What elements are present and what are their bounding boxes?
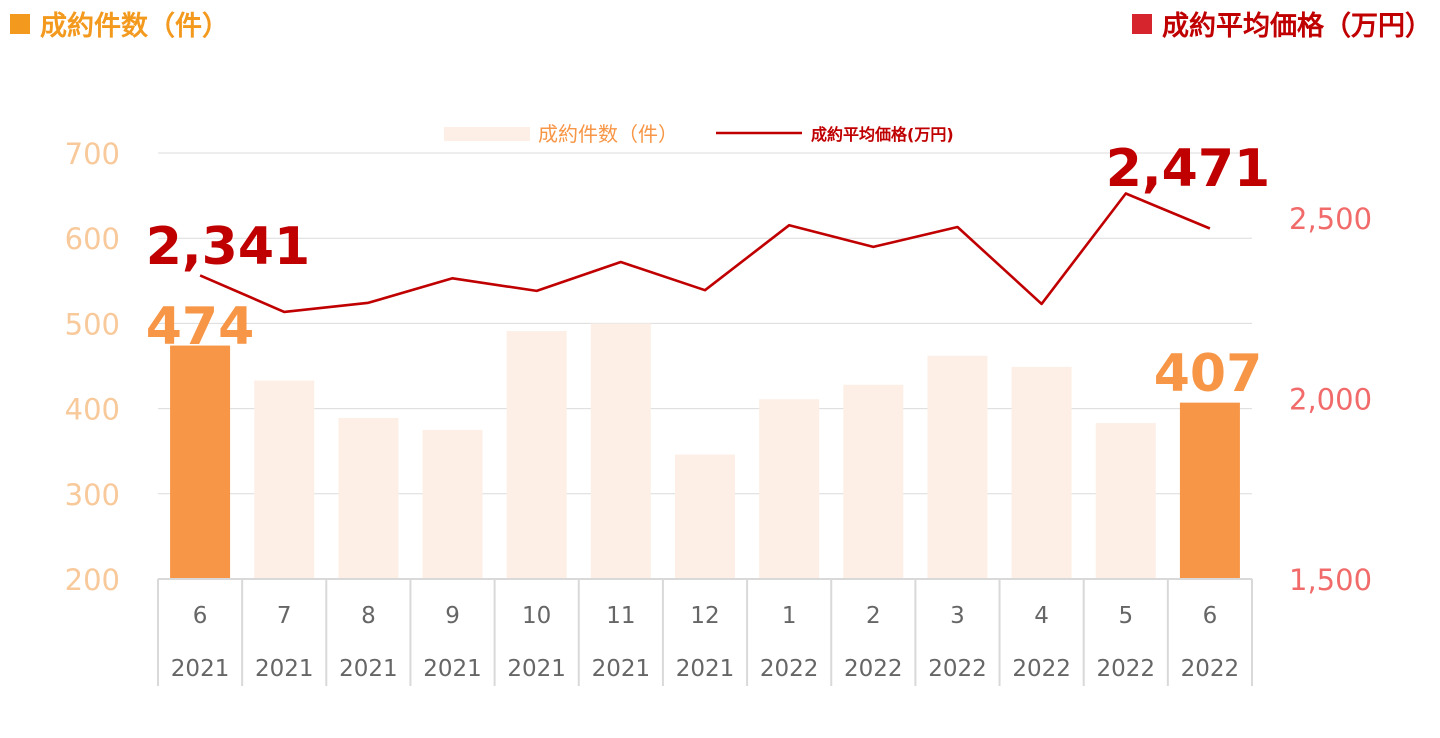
bar	[1095, 423, 1156, 579]
right-axis: 1,500 2,000 2,500	[1289, 202, 1372, 597]
line-series-header-label: 成約平均価格（万円）	[1162, 11, 1432, 42]
x-tick-year-label: 2021	[339, 656, 398, 682]
price-line	[199, 192, 1211, 314]
left-axis-tick-label: 500	[65, 307, 120, 341]
bar	[675, 454, 735, 579]
x-tick-month-label: 5	[1118, 603, 1133, 629]
bar-series-header-label: 成約件数（件）	[40, 11, 229, 42]
bar-series	[170, 323, 1240, 579]
bar	[927, 355, 988, 579]
bar-color-square-icon	[10, 13, 30, 34]
left-axis-tick-label: 200	[65, 563, 120, 597]
x-tick-year-label: 2021	[171, 656, 230, 682]
bar	[590, 323, 651, 579]
left-axis: 200 300 400 500 600 700	[65, 137, 120, 597]
x-tick-year-label: 2021	[423, 656, 482, 682]
bar	[1011, 366, 1072, 579]
legend-bar-label: 成約件数（件）	[538, 122, 678, 146]
line-series	[199, 192, 1211, 314]
bar	[422, 429, 483, 579]
data-annotations: 2,341 2,471 474 407	[146, 139, 1271, 404]
price-data-label: 2,341	[146, 217, 310, 277]
x-tick-month-label: 4	[1034, 603, 1049, 629]
x-tick-year-label: 2021	[255, 656, 314, 682]
bar	[506, 331, 567, 579]
x-tick-month-label: 10	[522, 603, 551, 629]
bar	[843, 384, 904, 579]
x-tick-year-label: 2022	[928, 656, 987, 682]
legend: 成約件数（件） 成約平均価格(万円)	[444, 122, 954, 146]
left-axis-tick-label: 700	[65, 137, 120, 171]
x-tick-month-label: 2	[866, 603, 881, 629]
x-tick-month-label: 6	[1203, 603, 1218, 629]
x-tick-year-label: 2021	[592, 656, 651, 682]
x-tick-month-label: 1	[782, 603, 797, 629]
x-tick-month-label: 9	[445, 603, 460, 629]
x-tick-month-label: 12	[690, 603, 719, 629]
gridlines	[158, 152, 1252, 495]
x-tick-year-label: 2021	[507, 656, 566, 682]
bar	[170, 345, 231, 579]
left-axis-tick-label: 600	[65, 222, 120, 256]
bar	[338, 417, 399, 579]
x-tick-month-label: 11	[606, 603, 635, 629]
left-axis-tick-label: 400	[65, 393, 120, 427]
price-data-label: 2,471	[1106, 139, 1270, 199]
bar	[1179, 402, 1240, 579]
right-axis-tick-label: 2,000	[1289, 383, 1372, 417]
x-tick-year-label: 2022	[1012, 656, 1071, 682]
x-tick-month-label: 3	[950, 603, 965, 629]
x-tick-year-label: 2022	[760, 656, 819, 682]
line-series-header: 成約平均価格（万円）	[1132, 4, 1432, 43]
bar-series-header: 成約件数（件）	[10, 4, 229, 43]
legend-bar-swatch	[444, 127, 530, 141]
x-tick-year-label: 2022	[1096, 656, 1155, 682]
x-tick-year-label: 2022	[1181, 656, 1240, 682]
legend-line-label: 成約平均価格(万円)	[811, 125, 954, 144]
x-tick-month-label: 6	[193, 603, 208, 629]
line-color-square-icon	[1132, 13, 1152, 34]
x-tick-year-label: 2022	[844, 656, 903, 682]
x-tick-month-label: 8	[361, 603, 376, 629]
right-axis-tick-label: 2,500	[1289, 202, 1372, 236]
bar	[254, 380, 315, 579]
x-axis-table: 6202172021820219202110202111202112202112…	[157, 578, 1253, 686]
x-tick-month-label: 7	[277, 603, 292, 629]
x-tick-year-label: 2021	[676, 656, 735, 682]
right-axis-tick-label: 1,500	[1289, 563, 1372, 597]
count-data-label: 407	[1154, 344, 1263, 404]
bar	[759, 399, 820, 579]
count-data-label: 474	[146, 297, 255, 357]
left-axis-tick-label: 300	[65, 478, 120, 512]
